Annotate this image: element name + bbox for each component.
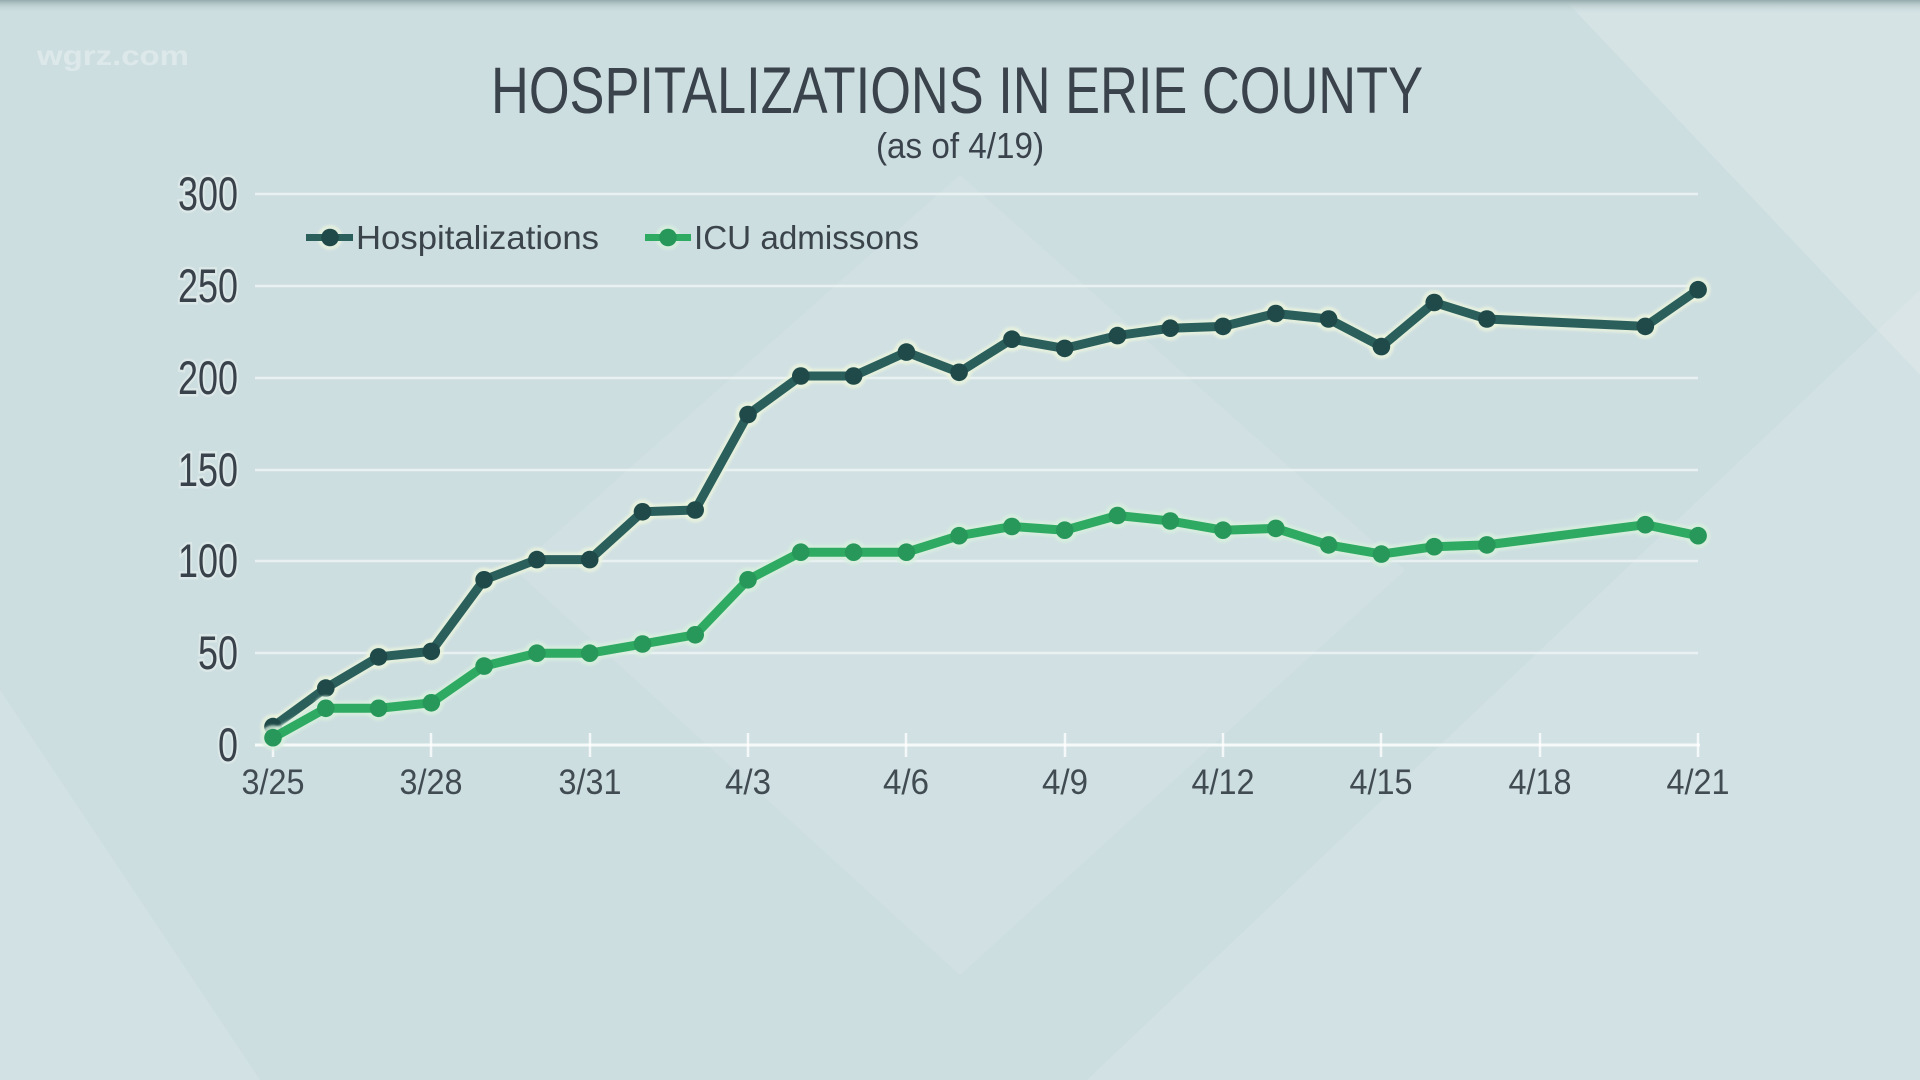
svg-text:3/31: 3/31 <box>559 762 622 802</box>
svg-text:300: 300 <box>178 167 238 220</box>
svg-text:ICU admissons: ICU admissons <box>694 219 919 256</box>
svg-text:250: 250 <box>178 259 238 312</box>
svg-text:4/18: 4/18 <box>1509 762 1572 802</box>
svg-text:4/9: 4/9 <box>1042 762 1088 802</box>
svg-text:3/25: 3/25 <box>242 762 305 802</box>
svg-text:4/3: 4/3 <box>725 762 771 802</box>
svg-text:50: 50 <box>198 626 238 679</box>
svg-text:200: 200 <box>178 351 238 404</box>
svg-text:150: 150 <box>178 443 238 496</box>
svg-text:3/28: 3/28 <box>400 762 463 802</box>
svg-text:0: 0 <box>218 718 238 771</box>
svg-text:wgrz.com: wgrz.com <box>36 40 189 71</box>
svg-text:4/6: 4/6 <box>883 762 929 802</box>
svg-text:Hospitalizations: Hospitalizations <box>356 219 599 256</box>
svg-text:4/21: 4/21 <box>1667 762 1730 802</box>
svg-text:(as of 4/19): (as of 4/19) <box>876 125 1044 166</box>
svg-text:100: 100 <box>178 534 238 587</box>
svg-text:HOSPITALIZATIONS IN ERIE COUNT: HOSPITALIZATIONS IN ERIE COUNTY <box>491 53 1423 127</box>
svg-text:4/15: 4/15 <box>1350 762 1413 802</box>
svg-text:4/12: 4/12 <box>1192 762 1255 802</box>
